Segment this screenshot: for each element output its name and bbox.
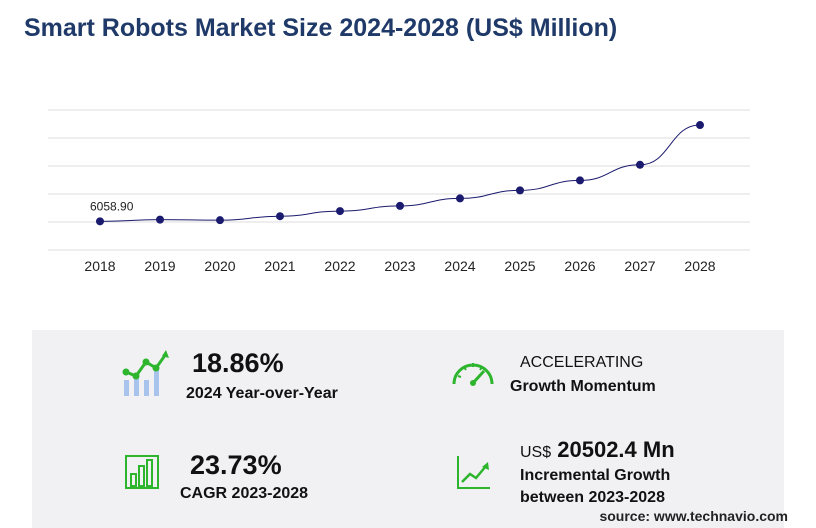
x-tick-label: 2023 [384,258,415,274]
yoy-value: 18.86% [192,348,284,378]
x-tick-label: 2027 [624,258,655,274]
grid-lines [48,109,750,251]
incremental-line1: Incremental Growth [520,467,671,484]
incremental-line2: between 2023-2028 [520,489,665,506]
line-chart: 2018 2019 2020 2021 2022 2023 2024 2025 2026 2027… [48,109,750,274]
data-points [96,121,704,226]
x-axis-ticks: 2018 2019 2020 2021 2022 2023 2024 2025 2026 2027… [84,258,715,274]
data-point [576,176,584,185]
data-point [276,212,284,221]
series-line [99,124,701,222]
x-tick-label: 2020 [204,258,235,274]
x-tick-label: 2024 [444,258,475,274]
incremental-amount: 20502.4 Mn [557,437,675,462]
x-tick-label: 2021 [264,258,295,274]
x-tick-label: 2022 [324,258,355,274]
data-point [636,160,644,169]
growth-chart-icon [122,350,169,396]
currency-label: US$ [520,444,552,461]
data-label-first: 6058.90 [90,199,134,213]
x-tick-label: 2018 [84,258,115,274]
source-credit: source: www.technavio.com [599,508,788,524]
x-tick-label: 2019 [144,258,175,274]
momentum-line1: ACCELERATING [520,354,644,371]
chart-title: Smart Robots Market Size 2024-2028 (US$ … [24,14,618,42]
x-tick-label: 2026 [564,258,595,274]
stats-panel [32,330,784,528]
bar-chart-icon [125,455,159,489]
data-point [216,216,224,225]
cagr-label: CAGR 2023-2028 [180,485,309,502]
incremental-value: US$ 20502.4 Mn [520,437,675,463]
cagr-value: 23.73% [190,450,282,480]
data-point [336,207,344,216]
data-point [96,217,104,226]
momentum-line2: Growth Momentum [510,378,656,395]
data-point [396,201,404,210]
data-point [696,121,704,130]
yoy-label: 2024 Year-over-Year [186,385,338,402]
speedometer-icon [452,363,494,386]
data-point [456,194,464,203]
x-tick-label: 2028 [684,258,715,274]
x-tick-label: 2025 [504,258,535,274]
trend-line-icon [457,456,490,489]
data-point [156,215,164,224]
data-point [516,186,524,195]
